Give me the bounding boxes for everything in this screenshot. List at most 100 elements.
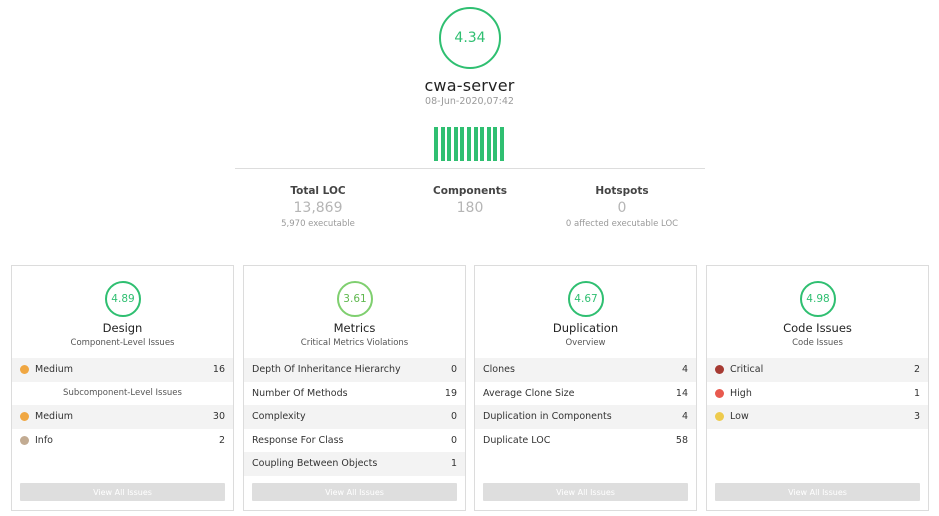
row-label: Coupling Between Objects [252, 458, 378, 470]
history-bar[interactable] [480, 127, 485, 161]
severity-dot-icon [20, 435, 29, 445]
card-duplication: 4.67 Duplication Overview Clones 4 Avera… [474, 265, 697, 511]
card-score: 4.67 [574, 293, 598, 305]
history-bar[interactable] [467, 127, 471, 161]
issue-row[interactable]: High 1 [707, 382, 928, 406]
duplication-row[interactable]: Duplication in Components 4 [475, 405, 696, 429]
divider [235, 168, 705, 169]
stat-hotspots: Hotspots 0 0 affected executable LOC [537, 185, 707, 229]
score-ring: 3.61 [337, 281, 373, 317]
view-all-issues-button[interactable]: View All Issues [483, 483, 688, 501]
duplication-row[interactable]: Clones 4 [475, 358, 696, 382]
row-label: High [730, 387, 752, 399]
metric-row[interactable]: Response For Class 0 [244, 429, 465, 453]
overall-score-ring: 4.34 [439, 7, 501, 69]
section-label: Subcomponent-Level Issues [63, 388, 182, 399]
row-label: Response For Class [252, 434, 344, 446]
metric-row[interactable]: Depth Of Inheritance Hierarchy 0 [244, 358, 465, 382]
issue-row[interactable]: Critical 2 [707, 358, 928, 382]
severity-dot-icon [715, 412, 724, 422]
row-value: 2 [913, 364, 920, 376]
row-label: Critical [730, 364, 764, 376]
history-bar[interactable] [440, 127, 445, 161]
row-value: 1 [913, 387, 920, 399]
severity-dot-icon [20, 365, 29, 375]
row-value: 0 [450, 364, 457, 376]
score-ring: 4.67 [568, 281, 604, 317]
history-bar[interactable] [486, 127, 491, 161]
metric-row[interactable]: Coupling Between Objects 1 [244, 452, 465, 476]
view-all-issues-button[interactable]: View All Issues [20, 483, 225, 501]
duplication-row[interactable]: Duplicate LOC 58 [475, 429, 696, 453]
project-date: 08-Jun-2020,07:42 [425, 96, 514, 107]
stat-value: 180 [456, 200, 484, 216]
row-label: Number Of Methods [252, 387, 348, 399]
card-design: 4.89 Design Component-Level Issues Mediu… [11, 265, 234, 511]
card-subtitle: Overview [565, 338, 606, 348]
issue-row[interactable]: Medium 16 [12, 358, 233, 382]
metric-row[interactable]: Complexity 0 [244, 405, 465, 429]
history-bar[interactable] [500, 127, 504, 161]
stat-sub: 0 affected executable LOC [565, 219, 679, 229]
row-value: 4 [681, 364, 688, 376]
history-bar[interactable] [434, 127, 438, 161]
stat-value: 13,869 [293, 200, 343, 216]
card-metrics: 3.61 Metrics Critical Metrics Violations… [243, 265, 466, 511]
row-label: Medium [35, 364, 73, 376]
stat-total-loc: Total LOC 13,869 5,970 executable [233, 185, 403, 229]
score-ring: 4.89 [105, 281, 141, 317]
card-subtitle: Component-Level Issues [70, 338, 175, 348]
card-subtitle: Critical Metrics Violations [300, 338, 409, 348]
card-title[interactable]: Design [102, 321, 143, 335]
row-label: Duplication in Components [483, 411, 612, 423]
row-label: Complexity [252, 411, 306, 423]
view-all-issues-button[interactable]: View All Issues [252, 483, 457, 501]
project-name[interactable]: cwa-server [424, 76, 515, 95]
issue-row[interactable]: Low 3 [707, 405, 928, 429]
issue-row[interactable]: Medium 30 [12, 405, 233, 429]
history-bar[interactable] [493, 127, 498, 161]
stat-label: Components [433, 185, 507, 197]
severity-dot-icon [715, 388, 724, 398]
card-subtitle: Code Issues [792, 338, 843, 348]
severity-dot-icon [20, 412, 29, 422]
stat-components: Components 180 [385, 185, 555, 219]
stat-label: Hotspots [595, 185, 649, 197]
row-label: Medium [35, 411, 73, 423]
history-bar[interactable] [473, 127, 478, 161]
row-value: 14 [675, 387, 688, 399]
row-value: 16 [212, 364, 225, 376]
card-rows: Clones 4 Average Clone Size 14 Duplicati… [475, 358, 696, 452]
view-all-issues-button[interactable]: View All Issues [715, 483, 920, 501]
severity-dot-icon [715, 365, 724, 375]
card-title[interactable]: Metrics [333, 321, 376, 335]
card-title[interactable]: Duplication [552, 321, 619, 335]
history-bar[interactable] [447, 127, 452, 161]
row-value: 0 [450, 434, 457, 446]
duplication-row[interactable]: Average Clone Size 14 [475, 382, 696, 406]
card-rows: Medium 16 Subcomponent-Level Issues Medi… [12, 358, 233, 452]
metric-row[interactable]: Number Of Methods 19 [244, 382, 465, 406]
row-value: 0 [450, 411, 457, 423]
card-score: 3.61 [343, 293, 367, 305]
card-title[interactable]: Code Issues [783, 321, 852, 335]
issue-row[interactable]: Info 2 [12, 429, 233, 453]
row-value: 4 [681, 411, 688, 423]
card-rows: Depth Of Inheritance Hierarchy 0 Number … [244, 358, 465, 476]
row-label: Low [730, 411, 749, 423]
row-label: Average Clone Size [483, 387, 575, 399]
history-bar[interactable] [460, 127, 465, 161]
card-code-issues: 4.98 Code Issues Code Issues Critical 2 … [706, 265, 929, 511]
stat-value: 0 [617, 200, 627, 216]
history-bar[interactable] [453, 127, 458, 161]
section-heading: Subcomponent-Level Issues [12, 382, 233, 406]
row-label: Clones [483, 364, 515, 376]
row-value: 3 [913, 411, 920, 423]
overall-score: 4.34 [454, 30, 486, 46]
row-value: 30 [212, 411, 225, 423]
row-value: 2 [218, 434, 225, 446]
stat-label: Total LOC [290, 185, 346, 197]
row-value: 1 [450, 458, 457, 470]
score-ring: 4.98 [800, 281, 836, 317]
